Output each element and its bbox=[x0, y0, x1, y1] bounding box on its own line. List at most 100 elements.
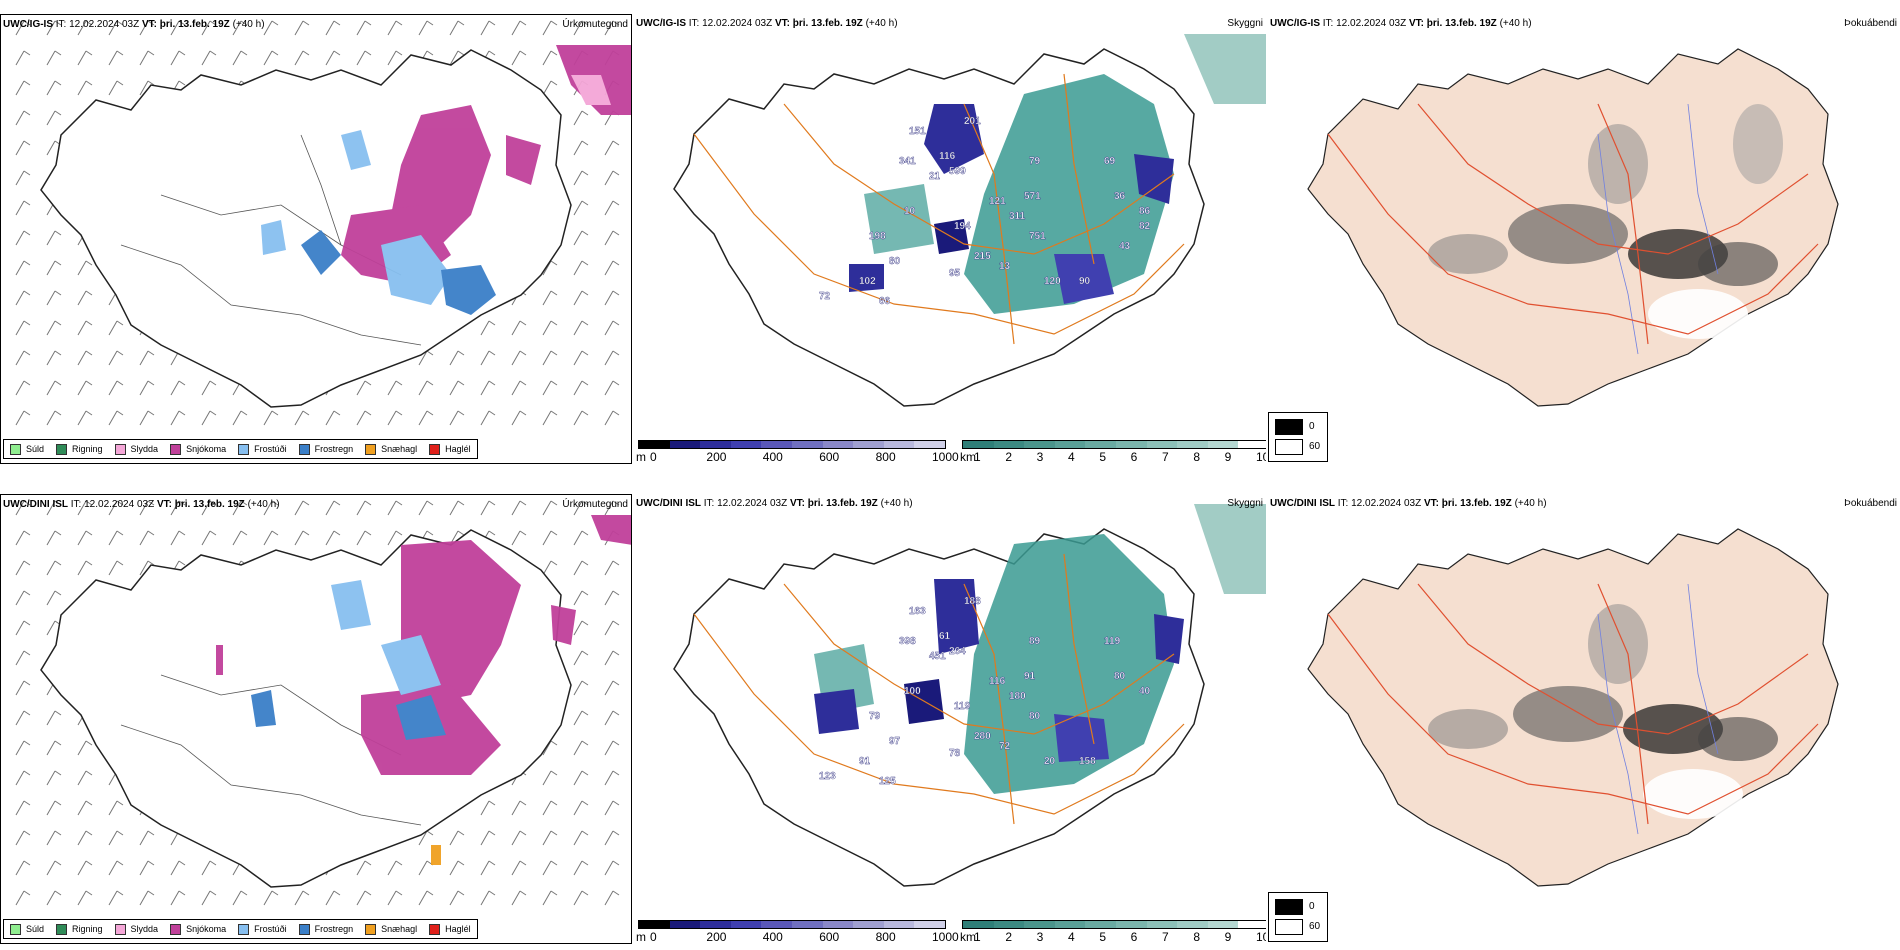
panel-header: UWC/DINI ISL IT: 12.02.2024 03Z VT: þri.… bbox=[3, 499, 280, 510]
lead-time: (+40 h) bbox=[1499, 18, 1532, 29]
wind-barb bbox=[201, 860, 217, 876]
fog-panel-2: UWC/DINI ISL IT: 12.02.2024 03Z VT: þri.… bbox=[1268, 494, 1900, 944]
wind-barb bbox=[77, 410, 93, 426]
wind-barb bbox=[480, 410, 496, 426]
colorbar-cell bbox=[761, 921, 792, 928]
ceiling-value-label: 66 bbox=[879, 296, 891, 307]
wind-barb bbox=[170, 20, 186, 36]
ceiling-value-label: 100 bbox=[904, 686, 921, 697]
ceiling-value-label: 264 bbox=[949, 646, 966, 657]
legend-label: Haglél bbox=[445, 444, 471, 454]
model-name: UWC/IG-IS bbox=[636, 18, 686, 29]
model-name: UWC/IG-IS bbox=[1270, 18, 1320, 29]
ceiling-value-label: 311 bbox=[1009, 211, 1026, 222]
colorbar-cell bbox=[883, 921, 915, 928]
wind-barb bbox=[139, 860, 155, 876]
colorbar-cell bbox=[1024, 921, 1055, 928]
visibility-colorbar bbox=[962, 440, 1266, 449]
legend-label: Slydda bbox=[130, 444, 159, 454]
precip-legend: Súld Rigning Slydda Snjókoma Frostúði Frostre… bbox=[3, 919, 478, 939]
wind-barb bbox=[604, 260, 620, 276]
ceiling-value-label: 102 bbox=[859, 276, 876, 287]
wind-barb bbox=[356, 410, 372, 426]
wind-barb bbox=[46, 500, 62, 516]
ceiling-value-label: 20 bbox=[1044, 756, 1056, 767]
wind-barb bbox=[604, 770, 620, 786]
wind-barb bbox=[15, 800, 31, 816]
colorbar-cell bbox=[700, 921, 731, 928]
wind-barb bbox=[387, 380, 403, 396]
wind-barb bbox=[15, 830, 31, 846]
wind-barb bbox=[77, 500, 93, 516]
wind-barb bbox=[573, 620, 589, 636]
wind-barb bbox=[263, 50, 279, 66]
legend-item: Rigning bbox=[56, 443, 103, 455]
wind-barb bbox=[511, 350, 527, 366]
visibility-tick: 2 bbox=[1005, 930, 1013, 944]
ceiling-tick: 400 bbox=[762, 930, 783, 944]
wind-barb bbox=[232, 530, 248, 546]
lead-time: (+40 h) bbox=[247, 499, 280, 510]
legend-swatch bbox=[429, 443, 441, 455]
wind-barb bbox=[46, 80, 62, 96]
wind-barb bbox=[573, 650, 589, 666]
legend-swatch bbox=[114, 443, 126, 455]
wind-barb bbox=[356, 380, 372, 396]
legend-item: Snæhagl bbox=[365, 923, 417, 935]
ceiling-value-label: 163 bbox=[909, 606, 926, 617]
legend-label: Frostúði bbox=[254, 924, 287, 934]
wind-barb bbox=[604, 500, 620, 516]
wind-barb bbox=[15, 230, 31, 246]
wind-barb bbox=[108, 410, 124, 426]
wind-barb bbox=[46, 230, 62, 246]
ceiling-tick: 1000 bbox=[932, 930, 959, 944]
wind-barb bbox=[573, 230, 589, 246]
ceiling-value-label: 120 bbox=[1044, 276, 1061, 287]
legend-item: Frostregn bbox=[298, 923, 353, 935]
colorbar-cell bbox=[1115, 441, 1147, 448]
lead-time: (+40 h) bbox=[880, 498, 913, 509]
road-network bbox=[693, 553, 1185, 825]
legend-item: Snjókoma bbox=[170, 443, 226, 455]
wind-barb bbox=[15, 380, 31, 396]
lead-time: (+40 h) bbox=[865, 18, 898, 29]
wind-barb bbox=[604, 800, 620, 816]
wind-barb bbox=[542, 500, 558, 516]
visibility-tick: 9 bbox=[1224, 930, 1232, 944]
wind-barb bbox=[480, 350, 496, 366]
wind-barb bbox=[201, 380, 217, 396]
wind-barb bbox=[170, 410, 186, 426]
ceiling-value-label: 89 bbox=[1029, 636, 1041, 647]
wind-barb bbox=[108, 830, 124, 846]
wind-barb bbox=[139, 560, 155, 576]
colorbar-cell bbox=[883, 441, 915, 448]
panel-title: Þokuábendi bbox=[1844, 498, 1897, 509]
wind-barb bbox=[201, 530, 217, 546]
wind-barb bbox=[573, 500, 589, 516]
legend-swatch bbox=[298, 443, 310, 455]
fog-swatch-0 bbox=[1275, 419, 1303, 435]
ceiling-value-label: 90 bbox=[1079, 276, 1091, 287]
legend-item: Slydda bbox=[114, 923, 159, 935]
rivers bbox=[1597, 583, 1719, 835]
legend-label: Slydda bbox=[130, 924, 159, 934]
wind-barb bbox=[542, 350, 558, 366]
wind-barb bbox=[232, 20, 248, 36]
visibility-tick: 7 bbox=[1162, 450, 1169, 464]
legend-swatch bbox=[170, 923, 182, 935]
wind-barb bbox=[573, 320, 589, 336]
colorbar-cell bbox=[914, 921, 945, 928]
wind-barb bbox=[139, 50, 155, 66]
wind-barb bbox=[46, 860, 62, 876]
wind-barb bbox=[263, 530, 279, 546]
ceiling-tick: 200 bbox=[706, 450, 727, 464]
wind-barb bbox=[15, 890, 31, 906]
legend-swatch bbox=[56, 443, 68, 455]
wind-barb bbox=[15, 110, 31, 126]
wind-barb bbox=[573, 110, 589, 126]
precip-type-panel-2: UWC/DINI ISL IT: 12.02.2024 03Z VT: þri.… bbox=[0, 494, 632, 944]
wind-barb bbox=[77, 380, 93, 396]
wind-barb bbox=[511, 860, 527, 876]
wind-barb bbox=[170, 500, 186, 516]
wind-barb bbox=[604, 590, 620, 606]
